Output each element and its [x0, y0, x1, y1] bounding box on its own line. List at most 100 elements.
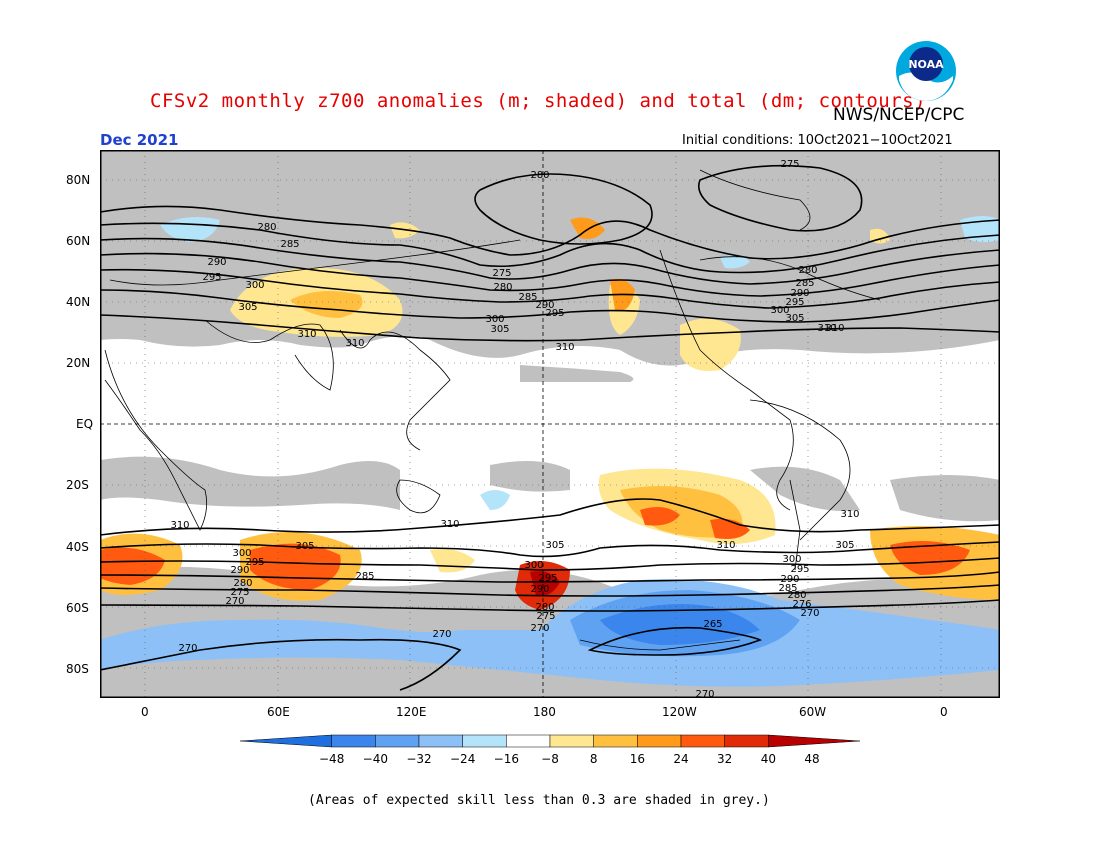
- lat-label: 20S: [66, 478, 89, 492]
- contour-label: 290: [230, 565, 249, 576]
- contour-label: 305: [545, 540, 564, 551]
- page-title: CFSv2 monthly z700 anomalies (m; shaded)…: [150, 90, 927, 112]
- contour-label: 270: [695, 689, 714, 698]
- colorbar-swatch: [549, 734, 594, 748]
- contour-labels: 275 280 280 285 290 295 300 305 310 310 …: [170, 159, 859, 698]
- lon-label: 0: [141, 705, 149, 719]
- contour-label: 276: [792, 599, 811, 610]
- colorbar-label: −40: [363, 752, 388, 766]
- contour-label: 310: [440, 519, 459, 530]
- contour-label: 290: [530, 584, 549, 595]
- colorbar-swatch: [375, 734, 420, 748]
- contour-label: 280: [535, 602, 554, 613]
- contour-label: 310: [716, 540, 735, 551]
- skill-footnote: (Areas of expected skill less than 0.3 a…: [308, 793, 770, 808]
- contour-label: 280: [493, 282, 512, 293]
- lat-label: 40S: [66, 540, 89, 554]
- colorbar-label: 8: [590, 752, 598, 766]
- contour-label: 305: [490, 324, 509, 335]
- lat-label: 60N: [66, 234, 91, 248]
- lon-label: 180: [533, 705, 556, 719]
- contour-label: 290: [535, 300, 554, 311]
- colorbar-swatch: [240, 734, 332, 748]
- colorbar-label: −8: [541, 752, 559, 766]
- contour-label: 295: [202, 272, 221, 283]
- contour-label: 285: [355, 571, 374, 582]
- contour-label: 290: [780, 574, 799, 585]
- contour-label: 275: [780, 159, 799, 170]
- lat-label: 80N: [66, 173, 91, 187]
- contour-label: 310: [817, 323, 836, 334]
- contour-label: 310: [840, 509, 859, 520]
- contour-label: 265: [703, 619, 722, 630]
- contour-label: 305: [835, 540, 854, 551]
- contour-label: 300: [770, 305, 789, 316]
- colorbar-swatch: [462, 734, 507, 748]
- contour-label: 295: [785, 297, 804, 308]
- logo-text: NOAA: [908, 58, 944, 71]
- lat-label: 20N: [66, 356, 91, 370]
- contour-label: 275: [230, 587, 249, 598]
- contour-label: 285: [795, 278, 814, 289]
- contour-label: 270: [530, 623, 549, 634]
- contour-label: 310: [555, 342, 574, 353]
- contour-label: 280: [257, 222, 276, 233]
- contour-label: 295: [545, 308, 564, 319]
- colorbar-swatch: [593, 734, 638, 748]
- colorbar-label: 48: [804, 752, 819, 766]
- colorbar-label: 40: [761, 752, 776, 766]
- contour-label: 305: [295, 541, 314, 552]
- contour-label: 270: [432, 629, 451, 640]
- contour-label: 300: [232, 548, 251, 559]
- contour-label: 270: [225, 596, 244, 607]
- contour-label: 285: [778, 583, 797, 594]
- contour-label: 310: [297, 329, 316, 340]
- positive-anomalies: [100, 217, 1000, 610]
- colorbar-label: 16: [630, 752, 645, 766]
- contour-label: 290: [207, 257, 226, 268]
- contour-label: 280: [530, 170, 549, 181]
- contour-label: 270: [178, 643, 197, 654]
- contour-label: 305: [785, 313, 804, 324]
- contour-label: 280: [787, 590, 806, 601]
- agency-label: NWS/NCEP/CPC: [833, 105, 965, 125]
- contour-label: 285: [518, 292, 537, 303]
- colorbar-swatch: [331, 734, 376, 748]
- map-frame: [100, 150, 1000, 698]
- colorbar: −48 −40 −32 −24 −16 −8 8 16 24 32 40 48: [240, 734, 860, 766]
- colorbar-swatch: [637, 734, 682, 748]
- colorbar-swatch: [724, 734, 769, 748]
- lat-label: 80S: [66, 662, 89, 676]
- negative-anomalies: [100, 216, 1000, 687]
- contour-label: 285: [280, 239, 299, 250]
- contour-label: 290: [790, 288, 809, 299]
- contour-label: 270: [800, 608, 819, 619]
- colorbar-swatch: [418, 734, 463, 748]
- colorbar-swatch: [506, 734, 551, 748]
- contour-label: 305: [238, 302, 257, 313]
- contour-label: 295: [245, 557, 264, 568]
- forecast-period: Dec 2021: [100, 131, 179, 149]
- noaa-logo: NOAA: [896, 41, 956, 101]
- lon-label: 120W: [662, 705, 697, 719]
- lat-label: 40N: [66, 295, 91, 309]
- colorbar-label: 32: [717, 752, 732, 766]
- contour-label: 300: [782, 554, 801, 565]
- colorbar-label: −48: [319, 752, 344, 766]
- contour-label: 280: [233, 578, 252, 589]
- colorbar-swatch: [680, 734, 725, 748]
- colorbar-label: 24: [673, 752, 688, 766]
- anomaly-map: 275 280 280 285 290 295 300 305 310 310 …: [100, 150, 1000, 698]
- lat-label: 60S: [66, 601, 89, 615]
- contour-label: 295: [538, 573, 557, 584]
- contour-label: 300: [485, 314, 504, 325]
- colorbar-label: −16: [494, 752, 519, 766]
- lon-label: 120E: [396, 705, 427, 719]
- height-contours: [100, 164, 1000, 691]
- lon-label: 0: [940, 705, 948, 719]
- lon-label: 60W: [799, 705, 827, 719]
- contour-label: 280: [798, 265, 817, 276]
- contour-label: 275: [536, 611, 555, 622]
- contour-label: 275: [492, 268, 511, 279]
- initial-conditions: Initial conditions: 10Oct2021−10Oct2021: [682, 133, 953, 148]
